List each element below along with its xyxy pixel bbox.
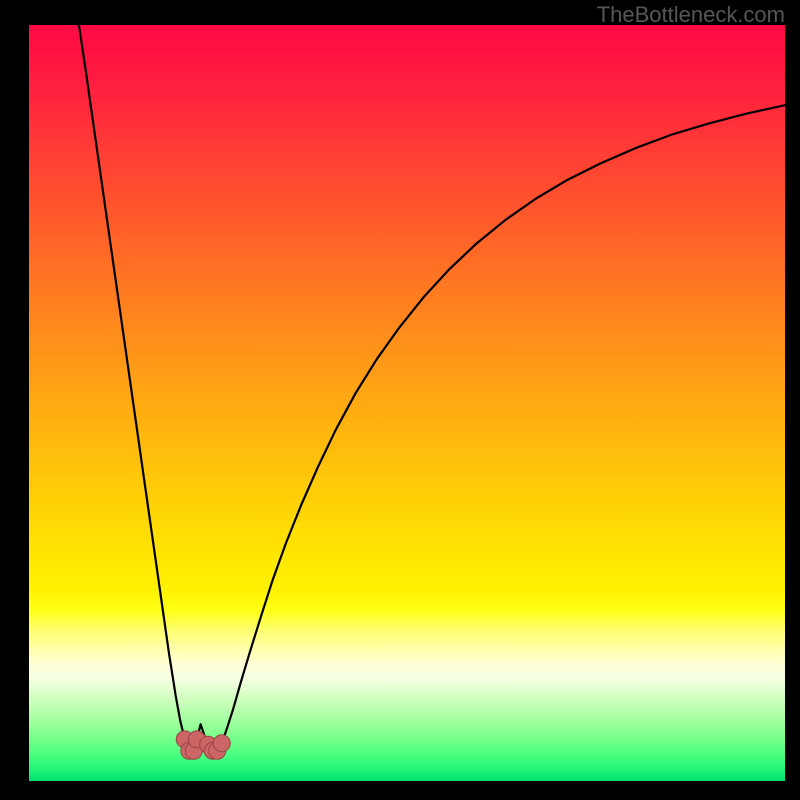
bottleneck-curve-chart xyxy=(29,25,785,781)
chart-container: TheBottleneck.com xyxy=(0,0,800,800)
watermark-text: TheBottleneck.com xyxy=(597,2,785,28)
marker-dot xyxy=(213,735,230,752)
gradient-background xyxy=(29,25,785,781)
